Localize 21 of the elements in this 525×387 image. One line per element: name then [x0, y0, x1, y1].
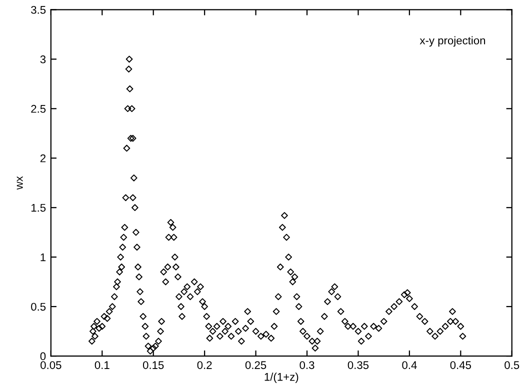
- x-tick-label: 0.3: [300, 361, 314, 370]
- x-tick-label: 0.4: [402, 361, 417, 370]
- y-tick-label: 0: [40, 352, 46, 360]
- y-tick-label: 3.5: [31, 6, 46, 14]
- y-tick-label: 2.5: [31, 104, 46, 113]
- x-tick-label: 0.05: [40, 361, 62, 370]
- x-tick-label: 0.45: [450, 361, 472, 370]
- y-tick-label: 3: [40, 55, 46, 64]
- x-tick-label: 0.5: [504, 361, 520, 370]
- x-tick-label: 0.2: [197, 361, 212, 370]
- y-tick-label: 1.5: [31, 204, 46, 212]
- y-tick-label: 2: [40, 154, 46, 162]
- y-tick-label: 0.5: [31, 302, 46, 311]
- x-axis-title: 1/(1+z): [264, 372, 298, 383]
- x-tick-label: 0.35: [348, 361, 369, 370]
- x-tick-label: 0.15: [142, 361, 164, 370]
- x-tick-label: 0.1: [94, 361, 110, 370]
- annotation: x-y projection: [420, 36, 486, 47]
- y-axis-title: wx: [16, 176, 23, 190]
- x-tick-label: 0.25: [245, 361, 266, 370]
- y-tick-label: 1: [40, 253, 46, 262]
